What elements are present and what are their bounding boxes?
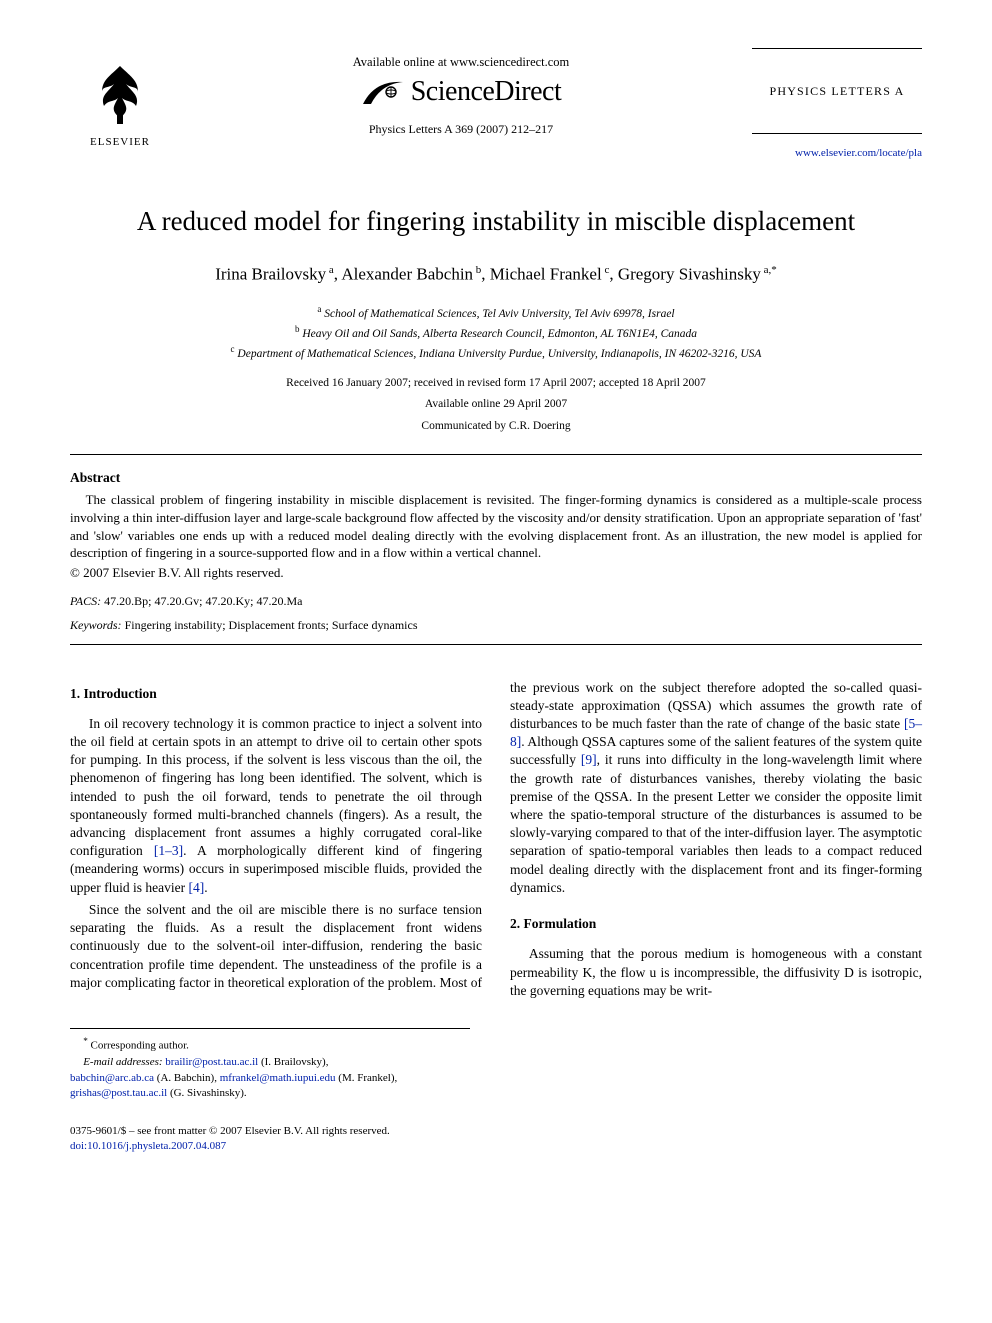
- author: Gregory Sivashinsky: [618, 265, 761, 284]
- header-center: Available online at www.sciencedirect.co…: [170, 48, 752, 137]
- footer-left: 0375-9601/$ – see front matter © 2007 El…: [70, 1124, 390, 1154]
- publisher-name: ELSEVIER: [70, 135, 170, 150]
- section-2-heading: 2. Formulation: [510, 915, 922, 933]
- author: Irina Brailovsky: [215, 265, 326, 284]
- article-title: A reduced model for fingering instabilit…: [70, 203, 922, 239]
- abstract-heading: Abstract: [70, 469, 922, 487]
- front-matter-line: 0375-9601/$ – see front matter © 2007 El…: [70, 1124, 390, 1139]
- divider: [70, 644, 922, 645]
- abstract-copyright: © 2007 Elsevier B.V. All rights reserved…: [70, 564, 922, 582]
- doi-link[interactable]: doi:10.1016/j.physleta.2007.04.087: [70, 1139, 390, 1154]
- pacs-line: PACS: 47.20.Bp; 47.20.Gv; 47.20.Ky; 47.2…: [70, 593, 922, 609]
- affil-marker: a,: [761, 264, 771, 276]
- paragraph: Assuming that the porous medium is homog…: [510, 945, 922, 1000]
- sciencedirect-swoosh-icon: [361, 76, 405, 108]
- publisher-logo-block: ELSEVIER: [70, 48, 170, 150]
- received-date: Received 16 January 2007; received in re…: [70, 373, 922, 394]
- sciencedirect-logo: ScienceDirect: [170, 73, 752, 111]
- available-online-text: Available online at www.sciencedirect.co…: [170, 54, 752, 71]
- elsevier-tree-icon: [90, 58, 150, 126]
- journal-reference: Physics Letters A 369 (2007) 212–217: [170, 121, 752, 137]
- authors-line: Irina Brailovsky a, Alexander Babchin b,…: [70, 263, 922, 287]
- page-footer: 0375-9601/$ – see front matter © 2007 El…: [70, 1124, 922, 1154]
- affiliation-a: School of Mathematical Sciences, Tel Avi…: [324, 308, 674, 320]
- affil-marker: c: [602, 264, 610, 276]
- pacs-codes: 47.20.Bp; 47.20.Gv; 47.20.Ky; 47.20.Ma: [104, 594, 302, 608]
- email-link[interactable]: babchin@arc.ab.ca: [70, 1072, 154, 1084]
- email-link[interactable]: grishas@post.tau.ac.il: [70, 1087, 167, 1099]
- journal-url-link[interactable]: www.elsevier.com/locate/pla: [752, 146, 922, 161]
- journal-title-box: PHYSICS LETTERS A: [752, 48, 922, 134]
- footnote-emails: E-mail addresses: brailir@post.tau.ac.il…: [70, 1055, 470, 1071]
- article-dates: Received 16 January 2007; received in re…: [70, 373, 922, 414]
- divider: [70, 454, 922, 455]
- pacs-label: PACS:: [70, 594, 101, 608]
- affil-marker: a: [326, 264, 334, 276]
- citation-link[interactable]: [1–3]: [154, 843, 183, 858]
- email-link[interactable]: mfrankel@math.iupui.edu: [220, 1072, 336, 1084]
- keywords-values: Fingering instability; Displacement fron…: [125, 618, 418, 632]
- author: Michael Frankel: [490, 265, 602, 284]
- affiliation-c: Department of Mathematical Sciences, Ind…: [237, 348, 761, 360]
- body-columns: 1. Introduction In oil recovery technolo…: [70, 679, 922, 1001]
- paragraph: In oil recovery technology it is common …: [70, 715, 482, 897]
- corresponding-marker: *: [771, 264, 777, 276]
- corresponding-author-footnote: * Corresponding author. E-mail addresses…: [70, 1028, 470, 1102]
- affil-marker: b: [473, 264, 481, 276]
- sciencedirect-text: ScienceDirect: [411, 73, 562, 111]
- page-header: ELSEVIER Available online at www.science…: [70, 48, 922, 161]
- author: Alexander Babchin: [341, 265, 473, 284]
- citation-link[interactable]: [4]: [188, 880, 204, 895]
- abstract-body: The classical problem of fingering insta…: [70, 491, 922, 561]
- communicated-by: Communicated by C.R. Doering: [70, 419, 922, 435]
- keywords-line: Keywords: Fingering instability; Displac…: [70, 617, 922, 633]
- citation-link[interactable]: [9]: [581, 752, 597, 767]
- affiliations: a School of Mathematical Sciences, Tel A…: [70, 303, 922, 363]
- footnote-emails: grishas@post.tau.ac.il (G. Sivashinsky).: [70, 1086, 470, 1102]
- affiliation-b: Heavy Oil and Oil Sands, Alberta Researc…: [302, 328, 697, 340]
- online-date: Available online 29 April 2007: [70, 394, 922, 415]
- footnote-emails: babchin@arc.ab.ca (A. Babchin), mfrankel…: [70, 1071, 470, 1087]
- email-link[interactable]: brailir@post.tau.ac.il: [165, 1056, 258, 1068]
- section-1-heading: 1. Introduction: [70, 685, 482, 703]
- header-right: PHYSICS LETTERS A www.elsevier.com/locat…: [752, 48, 922, 161]
- footnote-line: * Corresponding author.: [70, 1035, 470, 1055]
- emails-label: E-mail addresses:: [83, 1056, 162, 1068]
- keywords-label: Keywords:: [70, 618, 122, 632]
